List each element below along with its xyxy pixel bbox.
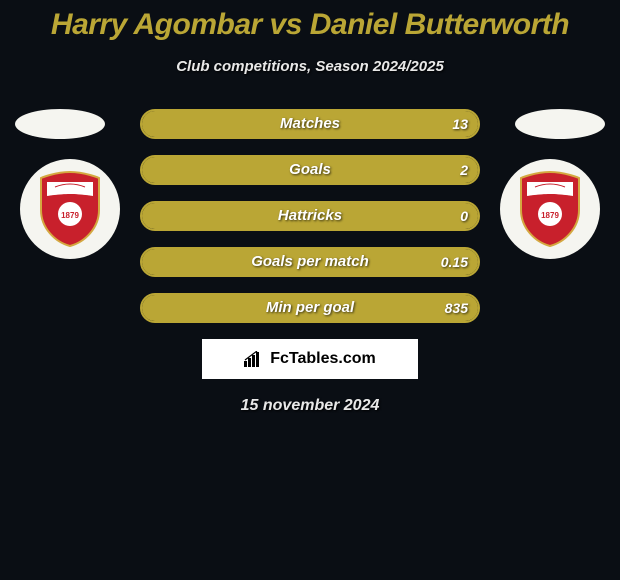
stat-value-right: 835 — [445, 295, 468, 321]
stat-label: Min per goal — [142, 295, 478, 321]
stat-row: Matches 13 — [140, 109, 480, 139]
bar-chart-icon — [244, 351, 264, 367]
comparison-content: 1879 1879 Matches 13 G — [0, 109, 620, 415]
brand-box[interactable]: FcTables.com — [202, 339, 418, 379]
player-right-ellipse — [515, 109, 605, 139]
stat-row: Goals 2 — [140, 155, 480, 185]
comparison-title: Harry Agombar vs Daniel Butterworth — [0, 0, 620, 42]
stat-label: Hattricks — [142, 203, 478, 229]
stat-row: Hattricks 0 — [140, 201, 480, 231]
stat-value-right: 2 — [460, 157, 468, 183]
swindon-crest-icon: 1879 — [35, 170, 105, 248]
stat-row: Goals per match 0.15 — [140, 247, 480, 277]
player-left-ellipse — [15, 109, 105, 139]
player-left-crest: 1879 — [20, 159, 120, 259]
brand-label: FcTables.com — [270, 350, 376, 368]
comparison-subtitle: Club competitions, Season 2024/2025 — [0, 58, 620, 75]
swindon-crest-icon: 1879 — [515, 170, 585, 248]
stat-label: Matches — [142, 111, 478, 137]
svg-text:1879: 1879 — [541, 211, 559, 220]
snapshot-date: 15 november 2024 — [0, 397, 620, 415]
stat-value-right: 13 — [452, 111, 468, 137]
stat-value-right: 0 — [460, 203, 468, 229]
stat-label: Goals — [142, 157, 478, 183]
stat-rows: Matches 13 Goals 2 Hattricks 0 Goals per… — [140, 109, 480, 323]
stat-label: Goals per match — [142, 249, 478, 275]
stat-row: Min per goal 835 — [140, 293, 480, 323]
svg-text:1879: 1879 — [61, 211, 79, 220]
stat-value-right: 0.15 — [441, 249, 468, 275]
player-right-crest: 1879 — [500, 159, 600, 259]
